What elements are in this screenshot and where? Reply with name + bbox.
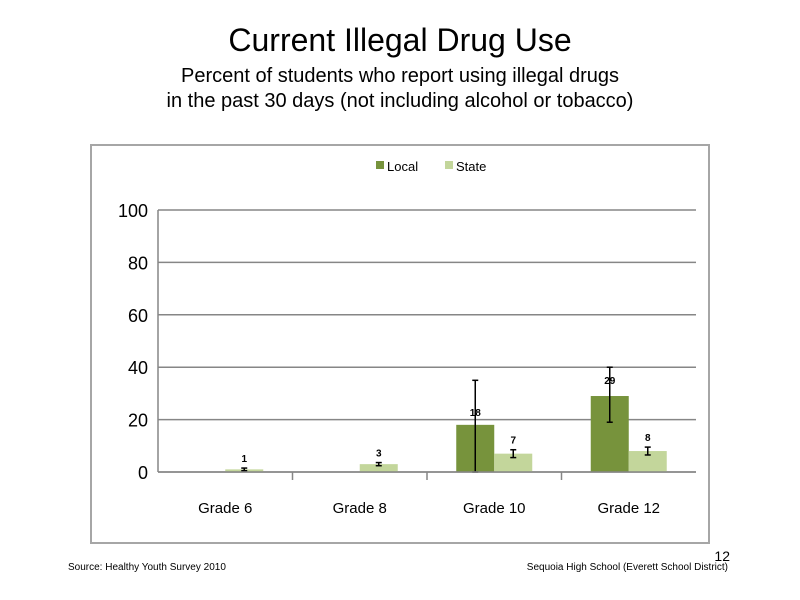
data-label: 1 <box>241 454 247 465</box>
data-label: 18 <box>470 408 482 419</box>
y-tick-label: 40 <box>128 358 148 378</box>
y-tick-label: 100 <box>118 201 148 221</box>
y-tick-label: 0 <box>138 463 148 483</box>
legend-label-local: Local <box>387 159 418 174</box>
page-number: 12 <box>714 548 730 564</box>
source-note: Source: Healthy Youth Survey 2010 <box>68 562 226 573</box>
data-label: 3 <box>376 449 382 460</box>
school-note: Sequoia High School (Everett School Dist… <box>526 562 728 573</box>
y-tick-label: 20 <box>128 411 148 431</box>
y-tick-label: 80 <box>128 253 148 273</box>
bar-state <box>359 464 398 472</box>
bar-state <box>494 453 533 472</box>
bar-state <box>628 451 667 472</box>
x-tick-label: Grade 10 <box>463 500 526 517</box>
data-label: 8 <box>645 433 651 444</box>
chart-subtitle-line-2: in the past 30 days (not including alcoh… <box>166 90 634 112</box>
x-tick-label: Grade 12 <box>597 500 660 517</box>
y-tick-label: 60 <box>128 306 148 326</box>
chart-subtitle-line-1: Percent of students who report using ill… <box>180 65 620 87</box>
x-tick-label: Grade 8 <box>333 500 387 517</box>
legend-swatch-local <box>376 161 384 169</box>
chart-title: Current Illegal Drug Use <box>228 22 572 58</box>
x-tick-label: Grade 6 <box>198 500 252 517</box>
legend-swatch-state <box>445 161 453 169</box>
legend-label-state: State <box>456 159 486 174</box>
data-label: 7 <box>510 436 516 447</box>
data-label: 29 <box>604 376 616 387</box>
